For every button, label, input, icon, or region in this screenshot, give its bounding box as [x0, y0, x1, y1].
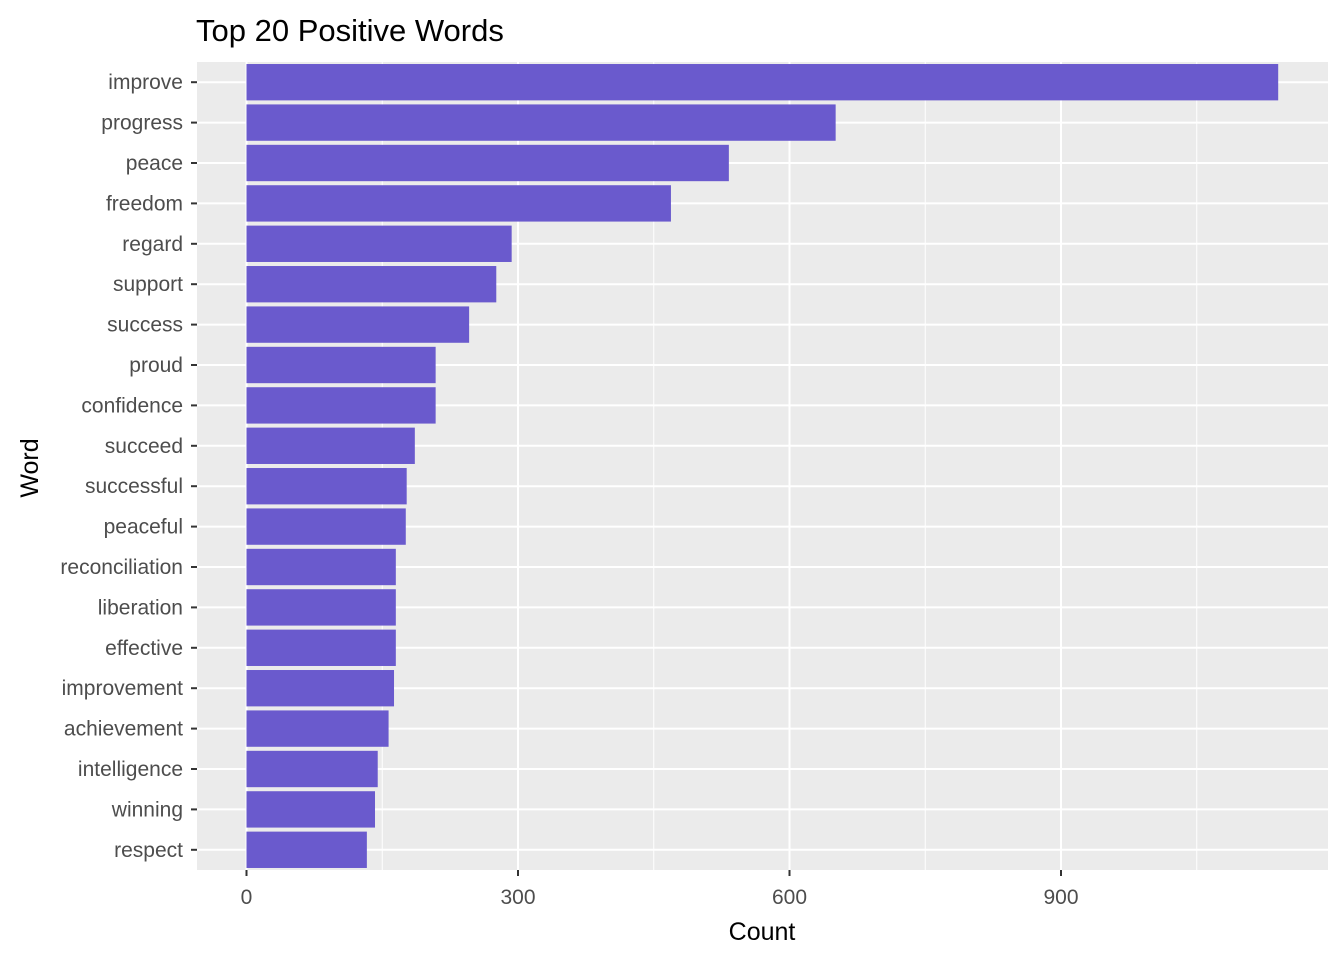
- bar-achievement: [246, 710, 389, 747]
- bar-support: [246, 266, 497, 303]
- y-tick-label: reconciliation: [60, 556, 183, 579]
- y-tick-label: proud: [129, 354, 183, 377]
- bar-peace: [246, 144, 729, 182]
- bar-peaceful: [246, 508, 406, 545]
- chart-title: Top 20 Positive Words: [196, 13, 504, 48]
- y-axis-title: Word: [16, 438, 44, 497]
- y-tick-label: winning: [111, 798, 183, 821]
- y-tick-label: succeed: [105, 435, 183, 458]
- bar-intelligence: [246, 750, 378, 788]
- y-tick-label: confidence: [81, 394, 183, 417]
- bar-succeed: [246, 427, 415, 464]
- bar-reconciliation: [246, 548, 396, 586]
- bar-proud: [246, 346, 436, 384]
- x-axis-title: Count: [729, 918, 796, 946]
- plot-panel: [197, 62, 1328, 870]
- bar-progress: [246, 104, 836, 141]
- bar-regard: [246, 225, 512, 262]
- bar-improve: [246, 64, 1279, 101]
- y-tick-label: regard: [122, 233, 183, 256]
- bar-success: [246, 306, 470, 343]
- y-tick-label: peace: [126, 152, 183, 175]
- y-tick-label: successful: [85, 475, 183, 498]
- x-tick-label: 300: [500, 886, 535, 909]
- bar-respect: [246, 831, 367, 868]
- bars: [246, 64, 1279, 868]
- bar-winning: [246, 791, 376, 828]
- y-tick-label: liberation: [98, 596, 183, 619]
- y-tick-label: effective: [105, 637, 183, 660]
- x-tick-label: 900: [1043, 886, 1078, 909]
- bar-confidence: [246, 387, 436, 424]
- y-tick-label: respect: [114, 839, 183, 862]
- y-tick-label: improvement: [62, 677, 184, 700]
- y-tick-label: success: [107, 314, 183, 337]
- y-tick-label: freedom: [106, 192, 183, 215]
- bar-liberation: [246, 589, 396, 626]
- y-tick-label: achievement: [64, 718, 183, 741]
- bar-freedom: [246, 185, 671, 222]
- bar-effective: [246, 629, 396, 666]
- x-tick-label: 0: [241, 886, 253, 909]
- y-axis-ticks: improve progress peace freedom regard support…: [60, 71, 197, 862]
- y-tick-label: support: [113, 273, 183, 296]
- x-tick-label: 600: [772, 886, 807, 909]
- y-tick-label: intelligence: [78, 758, 183, 781]
- x-axis-ticks: 0 300 600 900: [241, 870, 1079, 909]
- y-tick-label: progress: [101, 112, 183, 135]
- bar-successful: [246, 468, 407, 505]
- y-tick-label: peaceful: [104, 516, 183, 539]
- bar-improvement: [246, 670, 395, 707]
- y-tick-label: improve: [108, 71, 183, 94]
